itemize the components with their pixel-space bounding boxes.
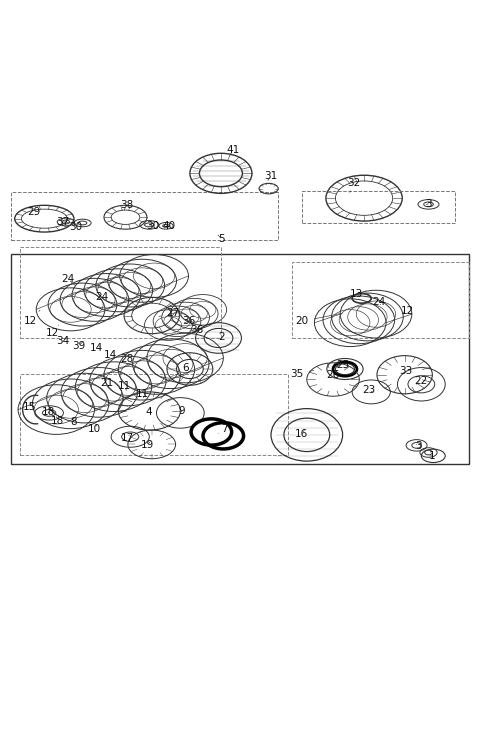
- Text: 5: 5: [218, 234, 225, 244]
- Bar: [11, 255, 469, 464]
- Text: 39: 39: [72, 341, 85, 351]
- Text: 6: 6: [182, 363, 189, 373]
- Text: 22: 22: [414, 376, 427, 386]
- Text: 4: 4: [145, 407, 152, 417]
- Bar: [292, 262, 469, 338]
- Text: 28: 28: [120, 354, 133, 364]
- Text: 25: 25: [336, 360, 349, 370]
- Text: 33: 33: [399, 366, 413, 376]
- Text: 36: 36: [182, 317, 195, 326]
- Text: 15: 15: [23, 402, 36, 413]
- Text: 23: 23: [362, 385, 375, 395]
- Text: 31: 31: [264, 170, 277, 181]
- Text: 40: 40: [163, 221, 176, 231]
- Text: 14: 14: [90, 343, 104, 354]
- Text: 8: 8: [71, 418, 77, 427]
- Text: 29: 29: [27, 207, 40, 218]
- Text: 17: 17: [121, 433, 134, 444]
- Text: 13: 13: [350, 289, 363, 299]
- Bar: [11, 193, 278, 240]
- Text: 18: 18: [42, 407, 55, 417]
- Text: 21: 21: [100, 379, 113, 388]
- Bar: [21, 373, 288, 455]
- Text: 36: 36: [191, 325, 204, 335]
- Text: 37: 37: [56, 217, 69, 227]
- Text: 30: 30: [146, 221, 160, 231]
- Text: 41: 41: [226, 145, 240, 156]
- Text: 27: 27: [159, 308, 180, 317]
- Text: 10: 10: [88, 424, 101, 434]
- Text: 12: 12: [400, 306, 414, 316]
- Text: 30: 30: [69, 222, 82, 232]
- Text: 35: 35: [291, 369, 313, 379]
- Text: 19: 19: [140, 441, 154, 450]
- Text: 3: 3: [416, 441, 422, 452]
- Text: 32: 32: [347, 178, 360, 193]
- Text: 24: 24: [95, 292, 108, 303]
- Text: 20: 20: [296, 313, 342, 326]
- Bar: [302, 191, 455, 224]
- Text: 11: 11: [118, 381, 131, 390]
- Text: 38: 38: [120, 200, 133, 210]
- Text: 18: 18: [51, 415, 64, 426]
- Bar: [21, 247, 221, 338]
- Text: 12: 12: [46, 325, 60, 338]
- Text: 26: 26: [326, 370, 340, 380]
- Text: 24: 24: [61, 275, 75, 285]
- Text: 3: 3: [425, 199, 432, 209]
- Text: 24: 24: [372, 297, 385, 307]
- Text: 11: 11: [135, 389, 149, 399]
- Text: 14: 14: [104, 350, 117, 359]
- Text: 1: 1: [429, 451, 435, 461]
- Text: 12: 12: [24, 310, 40, 326]
- Text: 2: 2: [218, 331, 225, 342]
- Text: 34: 34: [56, 337, 69, 346]
- Text: 7: 7: [218, 424, 228, 434]
- Text: 9: 9: [179, 406, 185, 416]
- Text: 16: 16: [294, 429, 308, 439]
